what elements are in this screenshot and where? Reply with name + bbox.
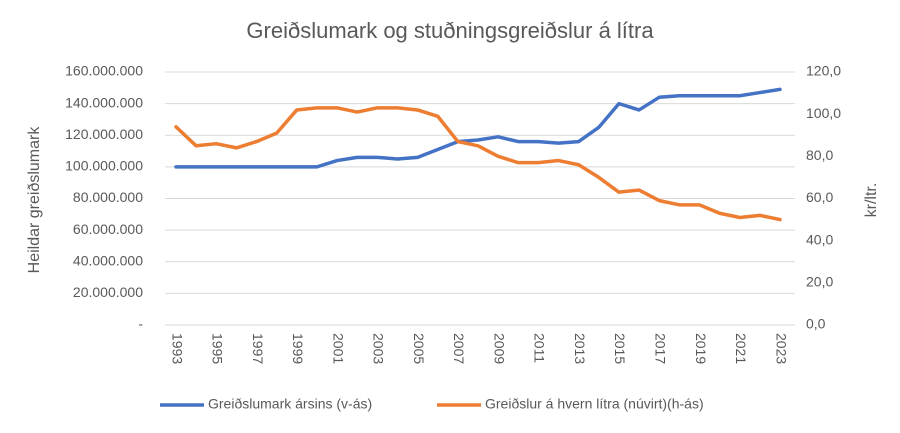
y-tick-label: 100.000.000 [65, 158, 143, 174]
x-tick-label: 2023 [773, 333, 789, 364]
series-line [174, 87, 782, 169]
x-tick-label: 2003 [371, 333, 387, 364]
y2-tick-label: 120,0 [806, 63, 841, 79]
series-line [174, 106, 782, 222]
x-tick-label: 2019 [693, 333, 709, 364]
x-tick-label: 2009 [491, 333, 507, 364]
y-tick-label: 160.000.000 [65, 63, 143, 79]
x-tick-label: 2011 [532, 333, 548, 363]
y-tick-label: 40.000.000 [73, 252, 143, 268]
y2-tick-label: 100,0 [806, 105, 841, 121]
y-tick-label: 80.000.000 [73, 189, 143, 205]
x-tick-label: 1997 [250, 333, 266, 364]
x-tick-label: 1995 [210, 333, 226, 364]
y-tick-label: 120.000.000 [65, 126, 143, 142]
y2-tick-label: 0,0 [806, 316, 826, 332]
y-tick-label: 140.000.000 [65, 94, 143, 110]
x-tick-label: 1993 [169, 333, 185, 364]
x-tick-label: 2007 [451, 333, 467, 364]
legend-label: Greiðslur á hvern lítra (núvirt)(h-ás) [485, 396, 704, 412]
x-tick-label: 2013 [572, 333, 588, 364]
y-tick-label: 60.000.000 [73, 221, 143, 237]
y2-tick-label: 20,0 [806, 274, 833, 290]
x-tick-label: 2021 [733, 333, 749, 364]
y2-tick-label: 60,0 [806, 189, 833, 205]
legend-label: Greiðslumark ársins (v-ás) [208, 396, 372, 412]
y2-tick-label: 80,0 [806, 147, 833, 163]
x-tick-label: 2015 [612, 333, 628, 364]
x-tick-label: 1999 [290, 333, 306, 364]
y2-tick-label: 40,0 [806, 231, 833, 247]
x-tick-label: 2017 [652, 333, 668, 364]
x-tick-label: 2005 [411, 333, 427, 364]
chart-title: Greiðslumark og stuðningsgreiðslur á lít… [246, 18, 654, 43]
y2-axis-title: kr/ltr. [863, 183, 880, 218]
y-axis-title: Heildar greiðslumark [26, 126, 43, 274]
y-tick-label: - [138, 316, 143, 332]
x-tick-label: 2001 [330, 333, 346, 364]
y-tick-label: 20.000.000 [73, 284, 143, 300]
